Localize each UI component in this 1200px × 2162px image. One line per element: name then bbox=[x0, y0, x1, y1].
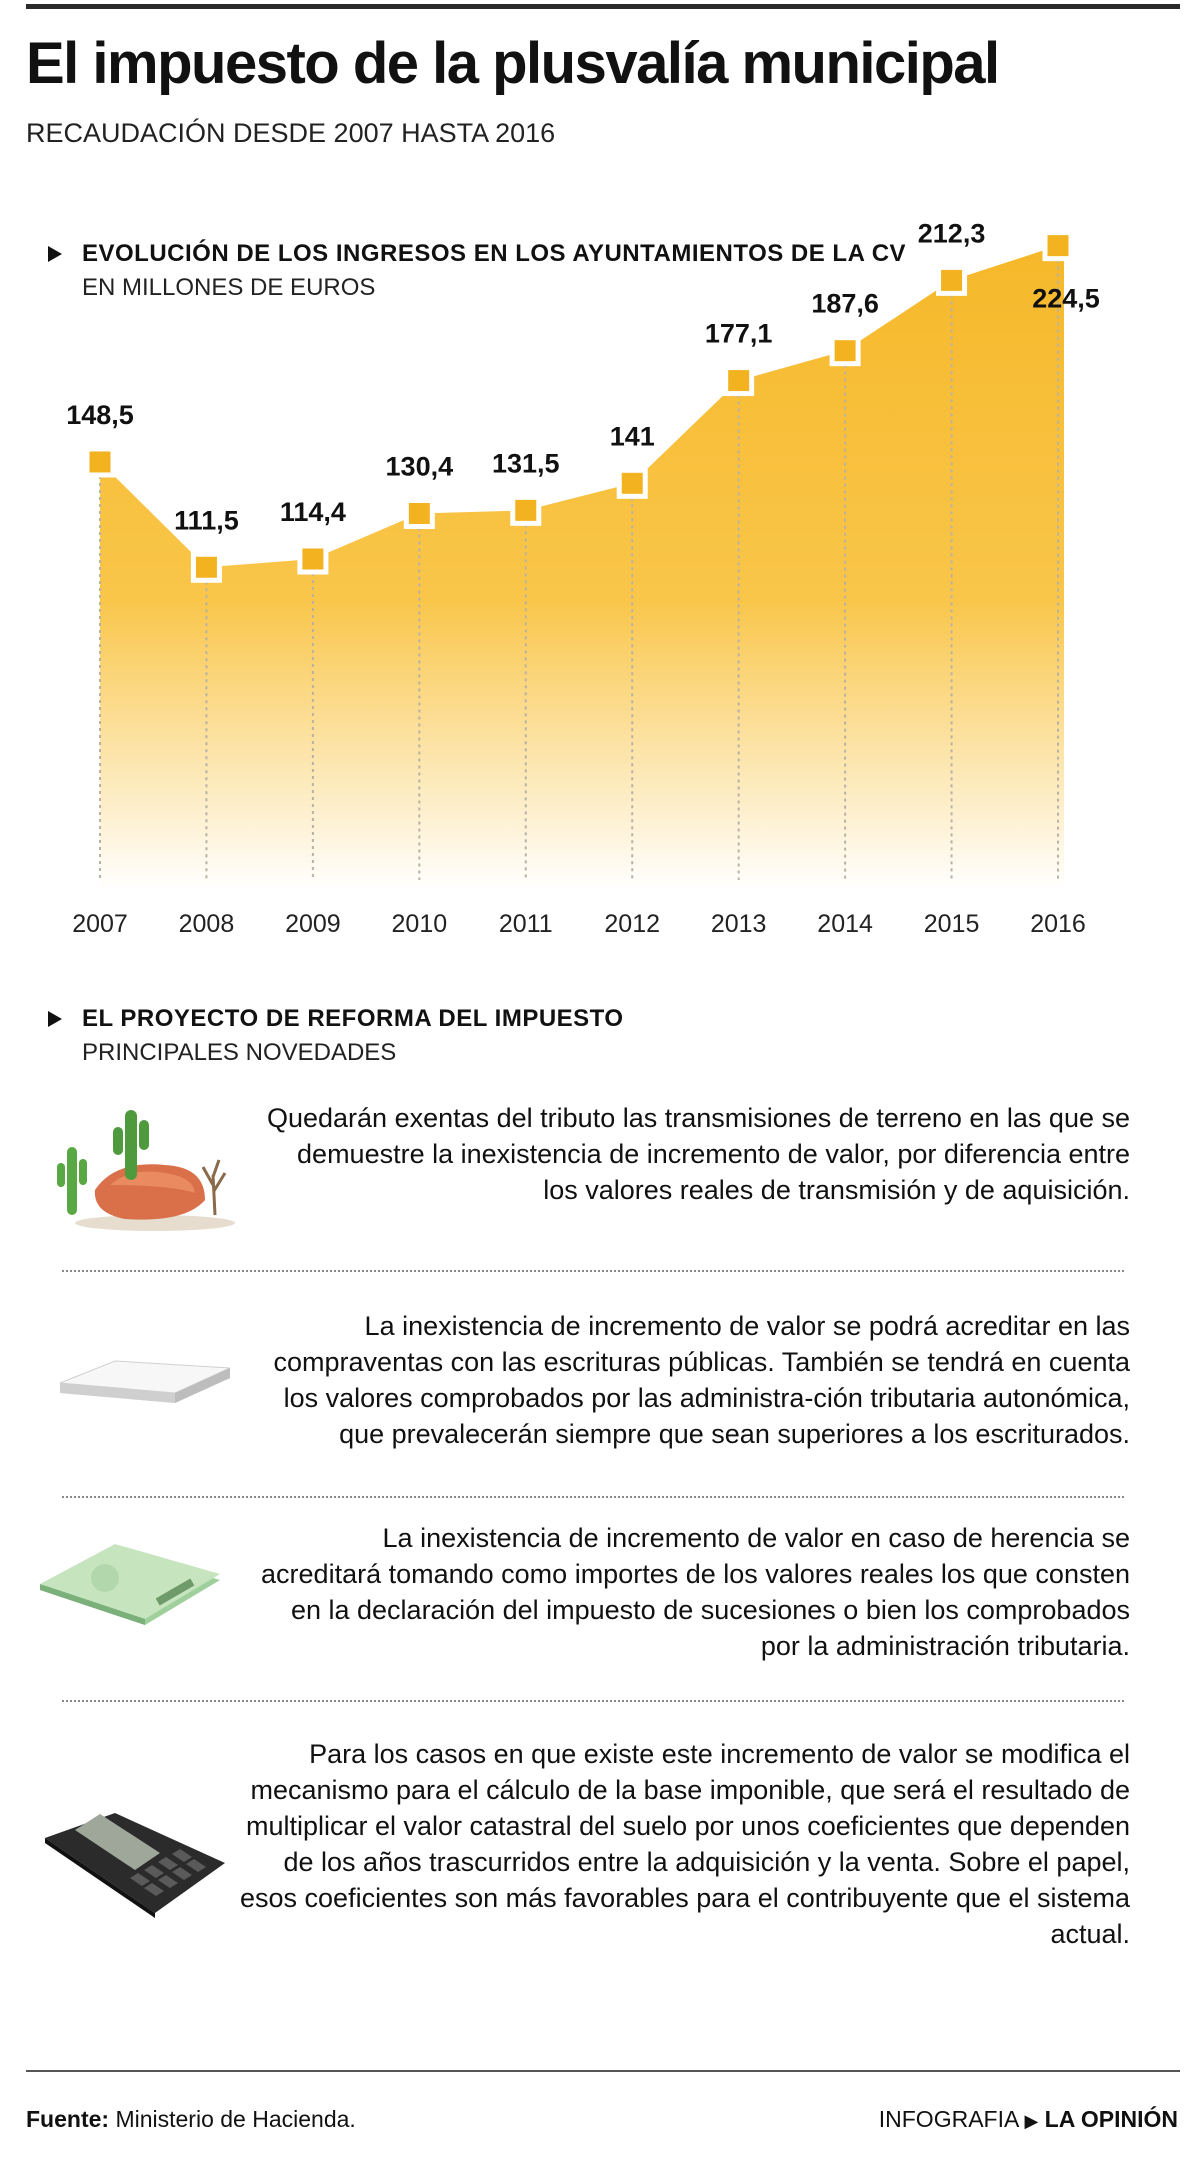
data-label: 177,1 bbox=[705, 319, 773, 349]
data-point-marker bbox=[829, 335, 861, 367]
data-point-marker bbox=[723, 365, 755, 397]
credit-arrow-icon: ▶ bbox=[1024, 2111, 1039, 2131]
data-point-marker bbox=[190, 551, 222, 583]
x-tick-label: 2016 bbox=[1030, 910, 1086, 938]
top-rule bbox=[26, 4, 1180, 9]
revenue-area-chart: 148,5 111,5 114,4 130,4 131,5 141 177,1 187,6 21… bbox=[66, 220, 1100, 938]
page-title: El impuesto de la plusvalía municipal bbox=[26, 31, 1000, 96]
data-point-marker bbox=[1042, 230, 1074, 262]
data-label: 130,4 bbox=[386, 451, 454, 481]
data-point-marker bbox=[616, 467, 648, 499]
reform-item-1-text: Quedarán exentas del tributo las transmi… bbox=[266, 1103, 1130, 1205]
x-tick-label: 2008 bbox=[179, 910, 235, 938]
data-point-marker bbox=[510, 494, 542, 526]
x-tick-label: 2012 bbox=[604, 910, 660, 938]
source-note: Fuente: Ministerio de Hacienda. bbox=[26, 2106, 356, 2133]
bottom-rule bbox=[26, 2070, 1180, 2072]
reform-section-title: EL PROYECTO DE REFORMA DEL IMPUESTO bbox=[48, 1005, 624, 1033]
reform-item-3-text: La inexistencia de incremento de valor e… bbox=[261, 1523, 1130, 1661]
area-fill bbox=[100, 245, 1064, 891]
divider bbox=[62, 1700, 1124, 1702]
reform-item-2-text: La inexistencia de incremento de valor s… bbox=[273, 1311, 1130, 1449]
calculator-icon bbox=[45, 1813, 225, 1918]
paper-stack-icon bbox=[59, 1360, 231, 1403]
divider bbox=[62, 1270, 1124, 1272]
chart-section-subtitle: EN MILLONES DE EUROS bbox=[82, 274, 376, 301]
data-label: 111,5 bbox=[174, 505, 239, 535]
source-label: Fuente: bbox=[26, 2106, 110, 2132]
x-tick-label: 2007 bbox=[72, 910, 128, 938]
data-label: 212,3 bbox=[918, 220, 986, 248]
x-tick-label: 2014 bbox=[817, 910, 873, 938]
x-tick-label: 2010 bbox=[392, 910, 448, 938]
reform-section-header: EL PROYECTO DE REFORMA DEL IMPUESTO PRIN… bbox=[48, 1005, 624, 1067]
data-point-marker bbox=[84, 446, 116, 478]
credit-brand: LA OPINIÓN bbox=[1044, 2106, 1178, 2132]
source-value: Ministerio de Hacienda. bbox=[115, 2106, 356, 2132]
cactus-rock-icon bbox=[57, 1110, 235, 1231]
data-point-marker bbox=[403, 497, 435, 529]
data-label: 141 bbox=[610, 421, 655, 451]
x-tick-label: 2009 bbox=[285, 910, 341, 938]
reform-section-subtitle: PRINCIPALES NOVEDADES bbox=[82, 1039, 397, 1066]
x-tick-label: 2013 bbox=[711, 910, 767, 938]
data-label: 131,5 bbox=[492, 448, 560, 478]
divider bbox=[62, 1496, 1124, 1498]
data-label: 187,6 bbox=[811, 289, 879, 319]
chart-section-title: EVOLUCIÓN DE LOS INGRESOS EN LOS AYUNTAM… bbox=[48, 240, 906, 268]
data-point-marker bbox=[936, 264, 968, 296]
x-tick-label: 2015 bbox=[924, 910, 980, 938]
reform-item-4-text: Para los casos en que existe este increm… bbox=[240, 1739, 1130, 1949]
banknotes-icon bbox=[40, 1544, 220, 1625]
data-label: 114,4 bbox=[280, 497, 346, 527]
data-label: 224,5 bbox=[1032, 284, 1100, 314]
x-tick-label: 2011 bbox=[499, 910, 553, 938]
credit: INFOGRAFIA ▶ LA OPINIÓN bbox=[879, 2106, 1178, 2133]
credit-prefix: INFOGRAFIA bbox=[878, 2106, 1019, 2132]
data-point-marker bbox=[297, 543, 329, 575]
page-subtitle: RECAUDACIÓN DESDE 2007 HASTA 2016 bbox=[26, 118, 556, 148]
data-label: 148,5 bbox=[66, 400, 134, 430]
chart-section-header: EVOLUCIÓN DE LOS INGRESOS EN LOS AYUNTAM… bbox=[48, 240, 906, 302]
